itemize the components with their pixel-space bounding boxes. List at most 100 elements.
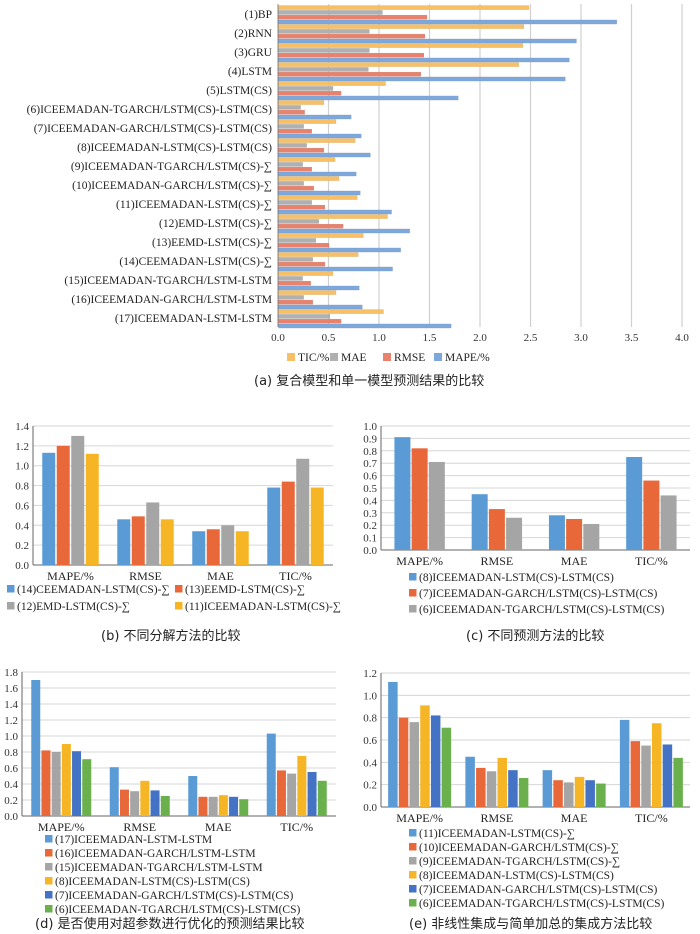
y-tick-label: 1.0 bbox=[363, 690, 377, 702]
legend-label: (10)ICEEMADAN-GARCH/LSTM(CS)-∑ bbox=[419, 842, 619, 854]
bar bbox=[278, 200, 313, 205]
bar bbox=[146, 502, 160, 565]
legend-swatch bbox=[45, 863, 53, 871]
bar bbox=[278, 24, 525, 29]
bar bbox=[673, 757, 683, 807]
bar bbox=[278, 86, 334, 91]
bar bbox=[208, 796, 218, 816]
bar bbox=[548, 515, 565, 550]
bar bbox=[278, 48, 370, 53]
y-tick-label: 0.2 bbox=[15, 540, 29, 552]
y-tick-label: 0.2 bbox=[363, 520, 377, 532]
category-label: MAE bbox=[207, 569, 234, 583]
bar bbox=[317, 780, 327, 816]
bar bbox=[278, 124, 304, 129]
legend-swatch bbox=[45, 877, 53, 885]
legend-label: TIC/% bbox=[298, 352, 330, 364]
bar bbox=[278, 114, 352, 120]
bar bbox=[428, 461, 445, 550]
bar bbox=[278, 29, 370, 34]
bar bbox=[278, 238, 317, 243]
category-label: (4)LSTM bbox=[228, 66, 272, 78]
bar bbox=[278, 223, 344, 229]
category-label: RMSE bbox=[481, 554, 514, 568]
bar bbox=[130, 791, 140, 816]
bar bbox=[296, 458, 310, 565]
bar bbox=[574, 776, 585, 807]
legend-label: (11)ICEEMADAN-LSTM(CS)-∑ bbox=[419, 828, 575, 840]
legend-label: (8)ICEEMADAN-LSTM(CS)-LSTM(CS) bbox=[55, 876, 250, 888]
y-tick-label: 0.8 bbox=[4, 747, 18, 759]
bar bbox=[160, 519, 174, 565]
bar bbox=[651, 723, 662, 807]
bar bbox=[585, 780, 595, 807]
category-label: (6)ICEEMADAN-TGARCH/LSTM(CS)-LSTM(CS) bbox=[27, 104, 273, 116]
bar bbox=[297, 756, 307, 816]
bar bbox=[206, 529, 220, 565]
chart-d: 0.0 0.2 0.4 0.6 0.8 1.0 1.2 1.4 1.6 1.8 MAPE/% RMSE… bbox=[4, 667, 336, 932]
legend-swatch bbox=[409, 589, 417, 597]
bar bbox=[626, 457, 643, 550]
bar bbox=[278, 62, 520, 67]
y-tick-label: 0.6 bbox=[363, 735, 377, 747]
bar bbox=[31, 680, 41, 816]
chart-caption: (c) 不同预测方法的比较 bbox=[466, 628, 604, 644]
legend-label: (11)ICEEMADAN-LSTM(CS)-∑ bbox=[185, 601, 341, 613]
bar bbox=[160, 796, 170, 816]
bar bbox=[71, 435, 85, 565]
category-label: (14)CEEMADAN-LSTM(CS)-∑ bbox=[119, 256, 272, 268]
legend-label: RMSE bbox=[394, 352, 425, 364]
bar bbox=[441, 727, 452, 807]
bar bbox=[281, 481, 295, 565]
chart-caption: (d) 是否使用对超参数进行优化的预测结果比较 bbox=[35, 916, 305, 932]
y-tick-label: 0.4 bbox=[363, 495, 377, 507]
category-label: TIC/% bbox=[279, 569, 312, 583]
category-label: (12)EMD-LSTM(CS)-∑ bbox=[159, 218, 272, 230]
category-label: (9)ICEEMADAN-TGARCH/LSTM(CS)-∑ bbox=[71, 161, 272, 173]
y-tick-label: 0.0 bbox=[4, 811, 18, 823]
bar bbox=[119, 789, 129, 816]
x-tick-label: 1.0 bbox=[372, 332, 386, 344]
bar bbox=[278, 176, 340, 181]
bar bbox=[518, 777, 529, 807]
bar bbox=[41, 750, 51, 816]
bar bbox=[430, 715, 441, 807]
bar bbox=[278, 266, 393, 272]
y-tick-label: 0.4 bbox=[363, 757, 377, 769]
y-tick-label: 0.2 bbox=[363, 780, 377, 792]
legend-swatch bbox=[330, 353, 338, 361]
bar bbox=[72, 751, 82, 816]
y-tick-label: 0.6 bbox=[15, 500, 29, 512]
bar bbox=[278, 242, 330, 248]
category-label: (1)BP bbox=[245, 9, 272, 21]
y-tick-label: 0.0 bbox=[15, 560, 29, 572]
legend-label: MAPE/% bbox=[445, 352, 490, 364]
bar bbox=[278, 204, 326, 210]
bar bbox=[278, 138, 356, 143]
category-label: (17)ICEEMADAN-LSTM-LSTM bbox=[115, 313, 272, 325]
bar bbox=[278, 304, 363, 310]
bar bbox=[278, 252, 359, 257]
bar bbox=[278, 299, 314, 305]
bar bbox=[85, 453, 99, 565]
bar bbox=[61, 744, 71, 816]
bar bbox=[278, 233, 364, 238]
bar bbox=[278, 309, 384, 314]
category-label: MAPE/% bbox=[396, 811, 443, 825]
bar bbox=[109, 767, 119, 816]
y-tick-label: 0.3 bbox=[363, 508, 377, 520]
bar bbox=[239, 799, 249, 816]
bar bbox=[266, 733, 276, 816]
bar bbox=[553, 780, 563, 807]
bar bbox=[278, 314, 331, 319]
bar bbox=[278, 14, 428, 20]
bar bbox=[488, 509, 505, 550]
bar bbox=[278, 76, 566, 82]
legend-swatch bbox=[45, 849, 53, 857]
bar bbox=[51, 752, 61, 816]
bar bbox=[596, 783, 606, 807]
bar bbox=[566, 519, 583, 550]
bar bbox=[471, 494, 488, 550]
y-tick-label: 0.0 bbox=[363, 802, 377, 814]
category-label: (10)ICEEMADAN-GARCH/LSTM(CS)-∑ bbox=[72, 180, 272, 192]
